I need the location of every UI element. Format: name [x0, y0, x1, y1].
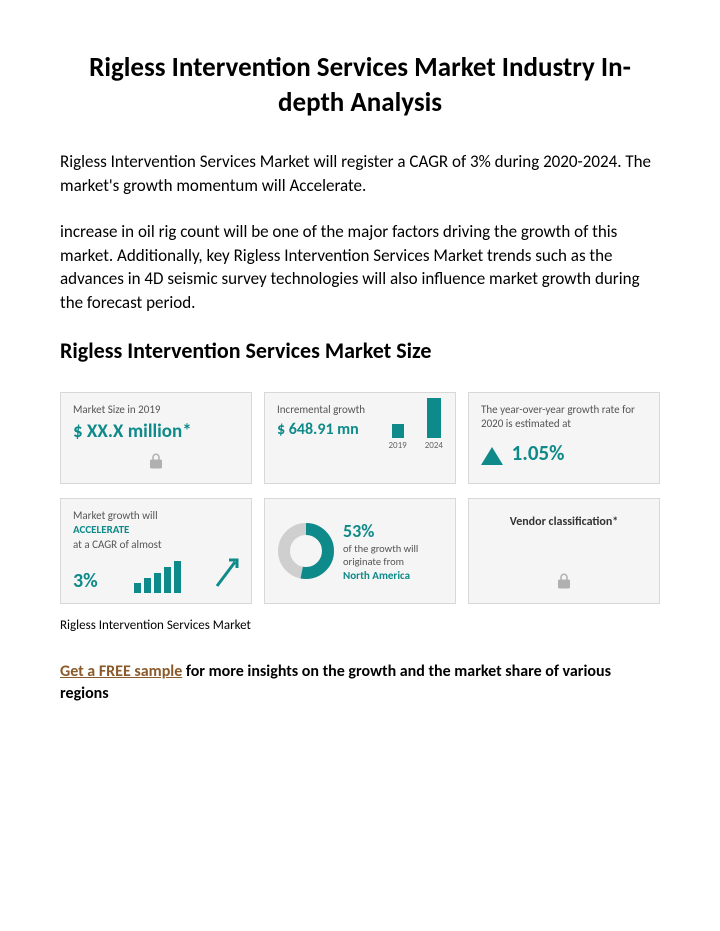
- abar: [154, 573, 161, 593]
- card-market-size-2019: Market Size in 2019 $ XX.X million*: [60, 392, 252, 484]
- card-label: Vendor classification*: [481, 515, 647, 529]
- bar-label: 2024: [425, 440, 443, 451]
- cards-row-2: Market growth will ACCELERATE at a CAGR …: [60, 498, 660, 604]
- free-sample-link[interactable]: Get a FREE sample: [60, 662, 182, 681]
- card-region-growth: 53% of the growth will originate from No…: [264, 498, 456, 604]
- card-value: $ XX.X million*: [73, 420, 239, 443]
- page-title: Rigless Intervention Services Market Ind…: [60, 50, 660, 120]
- arrow-up-icon: [215, 556, 239, 593]
- abar: [174, 561, 181, 593]
- region-text: of the growth will originate from: [343, 542, 443, 569]
- bar-2019: [392, 424, 404, 438]
- text-line: Market growth will: [73, 509, 158, 522]
- section-heading-market-size: Rigless Intervention Services Market Siz…: [60, 337, 660, 364]
- card-incremental-growth: Incremental growth $ 648.91 mn 2019 2024: [264, 392, 456, 484]
- cagr-value: 3%: [73, 569, 98, 593]
- card-label: Market Size in 2019: [73, 403, 239, 417]
- image-caption: Rigless Intervention Services Market: [60, 618, 660, 633]
- bar-chart-icon: 2019 2024: [389, 409, 444, 451]
- text-line: at a CAGR of almost: [73, 538, 162, 551]
- cards-row-1: Market Size in 2019 $ XX.X million* Incr…: [60, 392, 660, 484]
- card-accelerate: Market growth will ACCELERATE at a CAGR …: [60, 498, 252, 604]
- lock-icon: [147, 452, 165, 475]
- cta-paragraph: Get a FREE sample for more insights on t…: [60, 661, 660, 706]
- card-vendor-classification: Vendor classification*: [468, 498, 660, 604]
- card-label: The year-over-year growth rate for 2020 …: [481, 403, 647, 432]
- bar-label: 2019: [389, 440, 407, 451]
- abar: [144, 578, 151, 593]
- region-pct: 53%: [343, 520, 443, 542]
- card-yoy-growth: The year-over-year growth rate for 2020 …: [468, 392, 660, 484]
- lock-icon: [555, 572, 573, 595]
- abar: [164, 567, 171, 593]
- intro-paragraph-1: Rigless Intervention Services Market wil…: [60, 150, 660, 198]
- triangle-up-icon: [481, 447, 503, 465]
- growth-bars-icon: [134, 561, 181, 593]
- donut-chart-icon: [277, 522, 335, 580]
- region-name: North America: [343, 569, 443, 582]
- card-value: 1.05%: [512, 440, 565, 466]
- intro-paragraph-2: increase in oil rig count will be one of…: [60, 220, 660, 315]
- abar: [134, 583, 141, 593]
- card-text: Market growth will ACCELERATE at a CAGR …: [73, 509, 239, 552]
- card-value: $ 648.91 mn: [277, 420, 381, 439]
- card-label: Incremental growth: [277, 403, 381, 417]
- bar-2024: [427, 398, 441, 438]
- text-accelerate: ACCELERATE: [73, 523, 129, 536]
